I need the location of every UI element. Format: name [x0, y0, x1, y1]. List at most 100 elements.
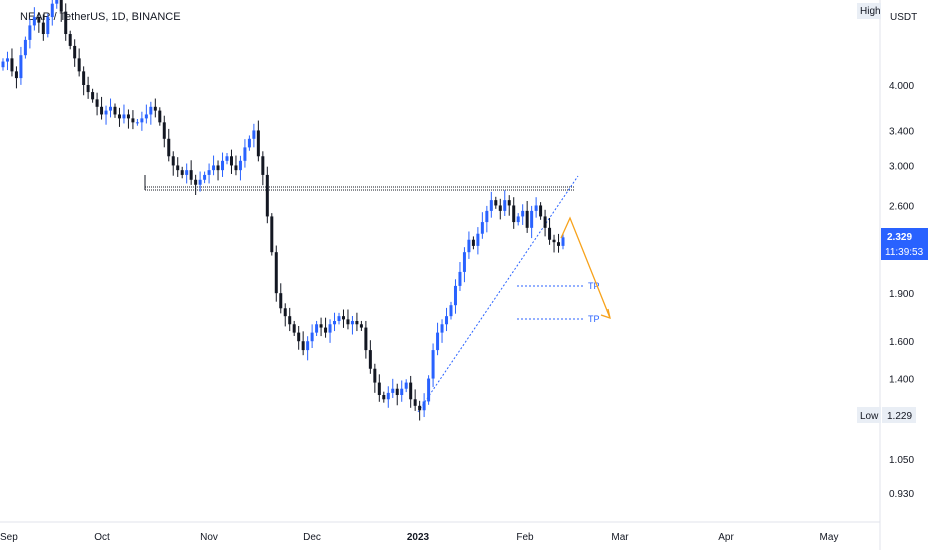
candle-body [449, 305, 453, 317]
candle [82, 66, 86, 96]
candle [162, 115, 166, 148]
candle-body [234, 165, 238, 171]
candle-body [135, 122, 139, 124]
candle-body [28, 25, 32, 40]
candle-body [471, 239, 475, 246]
candle-body [189, 170, 193, 180]
candle [422, 393, 426, 418]
candle-body [64, 11, 68, 35]
candle [445, 307, 449, 332]
candle [400, 380, 404, 402]
candle [144, 104, 148, 124]
candle-body [310, 332, 314, 342]
candle-body [467, 239, 471, 253]
candle-body [5, 58, 9, 62]
high-tag: High [860, 6, 881, 17]
candle-body [341, 316, 345, 320]
candle [489, 191, 493, 218]
candle [55, 0, 59, 9]
candle-body [23, 39, 27, 56]
candle-body [525, 210, 529, 228]
candle [368, 340, 372, 374]
candle [1, 58, 5, 71]
candle-body [301, 341, 305, 351]
candle [153, 98, 157, 118]
candle [315, 320, 319, 336]
candle-body [552, 239, 556, 243]
price-tick-label: 2.600 [889, 201, 914, 212]
candle-body [176, 165, 180, 171]
candle [140, 111, 144, 131]
candle-body [180, 170, 184, 175]
candle-body [359, 324, 363, 328]
candle-body [283, 308, 287, 317]
candle-body [122, 114, 126, 119]
candle [234, 155, 238, 176]
candle [171, 151, 175, 176]
candle [265, 166, 269, 224]
candle-body [462, 252, 466, 272]
candle-body [561, 237, 565, 246]
price-tick-label: 1.400 [889, 375, 914, 386]
candle-body [507, 200, 511, 206]
candle-body [548, 227, 552, 240]
candle-body [126, 114, 130, 119]
candle [476, 227, 480, 255]
candle-body [256, 130, 260, 157]
candle-body [113, 106, 117, 115]
candle-body [207, 170, 211, 175]
candle [247, 135, 251, 151]
candle-body [315, 324, 319, 333]
candle-body [238, 160, 242, 171]
candle-body [252, 130, 256, 139]
candle-body [14, 71, 18, 79]
candle [494, 196, 498, 209]
candle [19, 46, 23, 85]
candle [512, 197, 516, 229]
candle [64, 3, 68, 41]
candle-body [337, 316, 341, 321]
candle-body [117, 114, 121, 119]
candle [292, 320, 296, 336]
candle-body [104, 110, 108, 115]
candle-body [530, 210, 534, 228]
price-tick-label: 1.050 [889, 455, 914, 466]
candle [516, 213, 520, 226]
candle [229, 149, 233, 174]
candle [207, 163, 211, 184]
high-tag-bg [857, 3, 881, 19]
candle [203, 171, 207, 184]
candle-body [427, 378, 431, 402]
candle-body [503, 200, 507, 211]
candle-body [194, 179, 198, 185]
candle-body [46, 17, 50, 35]
candle-body [279, 293, 283, 309]
candle-body [476, 233, 480, 246]
candle [185, 163, 189, 184]
candle-body [50, 3, 54, 18]
candle-body [458, 271, 462, 286]
candle [95, 92, 99, 116]
candle [391, 378, 395, 398]
candle [77, 48, 81, 77]
candle-body [77, 58, 81, 72]
tp1-label: TP [588, 281, 600, 291]
candle-body [436, 332, 440, 351]
candle-body [86, 85, 90, 93]
candle [543, 209, 547, 237]
candle-body [185, 170, 189, 175]
candle [552, 234, 556, 253]
candle [404, 379, 408, 393]
candle [216, 160, 220, 181]
candle-body [162, 122, 166, 139]
candle-body [95, 99, 99, 107]
candle [507, 195, 511, 216]
candle [50, 0, 54, 26]
candle-body [333, 320, 337, 325]
candle-body [445, 316, 449, 325]
candle-body [109, 106, 113, 111]
candle-body [521, 210, 525, 217]
candle [458, 262, 462, 291]
candle [14, 66, 18, 89]
